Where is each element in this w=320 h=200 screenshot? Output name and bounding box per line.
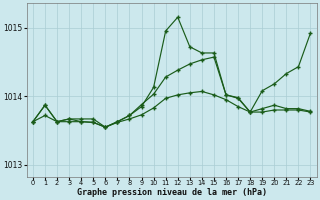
X-axis label: Graphe pression niveau de la mer (hPa): Graphe pression niveau de la mer (hPa)	[77, 188, 267, 197]
